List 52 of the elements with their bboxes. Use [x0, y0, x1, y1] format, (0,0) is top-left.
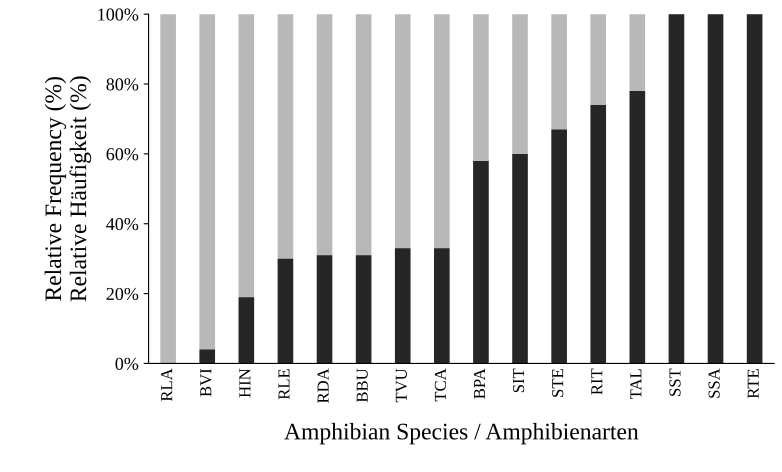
- bar: [394, 248, 411, 364]
- bar: [238, 14, 254, 298]
- bar: [356, 255, 372, 364]
- x-tick-label: STE: [552, 369, 564, 397]
- bar: [590, 14, 606, 105]
- x-tick-label: RLE: [278, 369, 290, 400]
- x-tick-label: TAL: [630, 369, 642, 400]
- x-tick-label: SSA: [708, 368, 720, 398]
- bar: [434, 248, 450, 364]
- bar: [316, 255, 332, 364]
- x-tick-label: RLA: [161, 368, 172, 402]
- bar: [668, 14, 684, 364]
- bar: [551, 129, 567, 364]
- bar: [394, 14, 411, 248]
- bar: [473, 14, 489, 161]
- bar: [238, 297, 254, 364]
- bar: [708, 14, 724, 364]
- bar: [630, 14, 646, 91]
- x-tick-label: RDA: [318, 368, 329, 404]
- bar: [199, 349, 216, 364]
- x-tick-label: BPA: [474, 368, 485, 399]
- bar: [278, 14, 294, 259]
- bar: [356, 14, 372, 256]
- bar: [590, 104, 606, 364]
- x-tick-label: TCA: [434, 368, 446, 402]
- bar: [746, 14, 762, 364]
- y-tick-label: 20%: [106, 288, 138, 300]
- bar: [630, 91, 646, 364]
- x-tick-label: SIT: [513, 368, 524, 392]
- y-axis-title: Relative Frequency (%) Relative Häufigkeit (%): [44, 76, 92, 302]
- x-tick-label: RTE: [748, 369, 759, 398]
- y-tick-label: 100%: [98, 8, 138, 21]
- x-tick-label: HIN: [239, 368, 250, 398]
- bar: [551, 14, 567, 130]
- x-tick-label: BBU: [356, 368, 368, 402]
- bar: [512, 154, 528, 364]
- x-tick-label: RIT: [591, 368, 602, 395]
- bar: [473, 160, 489, 364]
- x-tick-label: SST: [669, 368, 681, 396]
- bar: [316, 14, 332, 256]
- y-tick-label: 0%: [115, 358, 138, 370]
- x-tick-label: TVU: [396, 368, 407, 402]
- bar: [199, 14, 216, 350]
- bar: [434, 14, 450, 248]
- y-tick-label: 80%: [106, 78, 138, 91]
- y-tick-label: 40%: [106, 218, 138, 230]
- bar: [160, 14, 176, 364]
- x-tick-label: BVI: [200, 368, 212, 397]
- y-tick-label: 60%: [106, 148, 138, 160]
- bar: [512, 14, 528, 154]
- bar: [278, 258, 294, 364]
- x-axis-title: Amphibian Species / Amphibienarten: [284, 422, 638, 444]
